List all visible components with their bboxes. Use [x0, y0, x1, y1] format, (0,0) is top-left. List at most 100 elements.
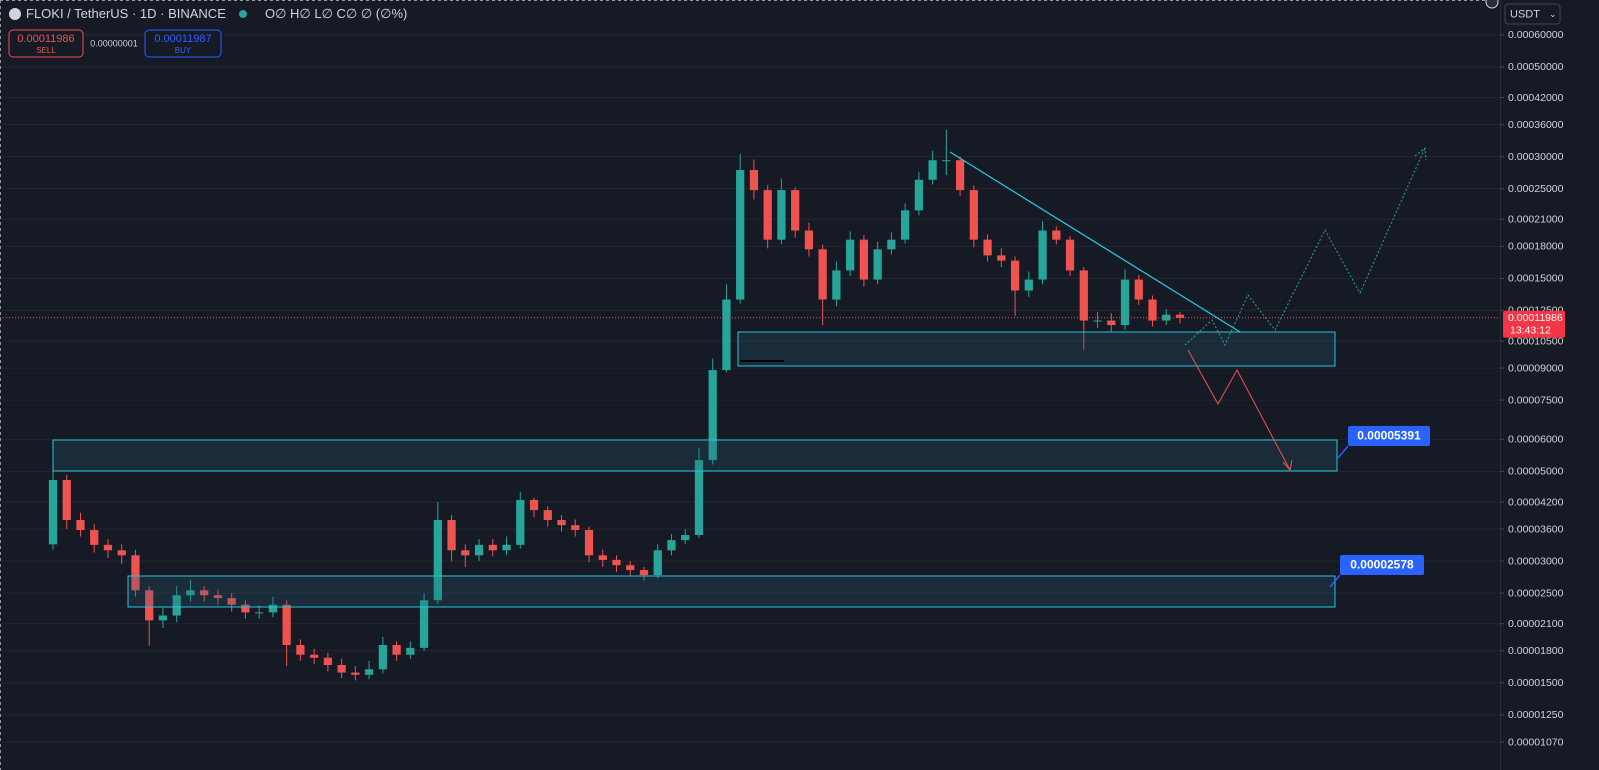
candle-body — [406, 647, 415, 655]
candle-body — [255, 612, 264, 614]
price-tag-price: 0.00011986 — [1508, 312, 1563, 324]
candle-body — [241, 604, 250, 613]
symbol-icon — [9, 8, 21, 20]
candle-body — [1079, 270, 1088, 321]
candle-body — [103, 544, 113, 551]
y-tick-label: 0.00002500 — [1508, 587, 1564, 599]
candle-body — [543, 510, 552, 521]
candle-body — [928, 160, 937, 180]
y-tick-label: 0.00010500 — [1508, 335, 1564, 347]
candle-body — [474, 544, 484, 556]
candle-body — [859, 239, 869, 280]
candle-body — [1120, 279, 1130, 326]
candle-body — [584, 530, 594, 556]
candle-body — [914, 179, 923, 211]
y-tick-label: 0.00021000 — [1508, 214, 1564, 226]
y-tick-label: 0.00060000 — [1508, 29, 1564, 41]
candle-body — [1052, 230, 1061, 240]
candle-body — [268, 604, 278, 613]
sell-button[interactable] — [8, 29, 84, 58]
y-tick-label: 0.00007500 — [1508, 394, 1564, 406]
candle-body — [48, 479, 58, 545]
candle-body — [1162, 314, 1171, 321]
candle-body — [131, 555, 140, 591]
candle-body — [983, 239, 992, 256]
candle-body — [296, 645, 305, 655]
candle-body — [557, 520, 566, 526]
y-tick-label: 0.00025000 — [1508, 183, 1564, 195]
candle-body — [323, 657, 333, 666]
candle-body — [749, 170, 759, 191]
y-tick-label: 0.00005000 — [1508, 466, 1564, 478]
buy-button[interactable] — [144, 29, 222, 58]
candle-body — [1093, 320, 1102, 322]
support-zone — [737, 331, 1336, 367]
candle-body — [626, 565, 635, 571]
candle-body — [818, 249, 827, 300]
y-tick-label: 0.00002100 — [1508, 618, 1564, 630]
candle-body — [364, 669, 374, 675]
add-button[interactable] — [1485, 0, 1499, 9]
candle-body — [653, 550, 662, 576]
candle-body — [516, 499, 525, 545]
candle-body — [1038, 230, 1047, 280]
support-zone — [127, 575, 1336, 608]
candle-body — [969, 190, 978, 240]
y-tick-label: 0.00001070 — [1508, 736, 1564, 748]
candle-body — [282, 604, 291, 646]
candle-body — [667, 540, 676, 551]
callout-label: 0.00002578 — [1350, 558, 1414, 572]
candle-body — [1010, 260, 1020, 291]
candle-body — [955, 160, 965, 191]
sell-price: 0.00011986 — [17, 33, 74, 45]
y-tick-label: 0.00001500 — [1508, 677, 1564, 689]
y-tick-label: 0.00036000 — [1508, 119, 1564, 131]
callout-box — [1340, 555, 1424, 575]
candle-body — [708, 370, 717, 461]
buy-label: BUY — [175, 46, 192, 55]
candle-body — [1065, 239, 1075, 271]
bear-projection — [1187, 349, 1291, 471]
candle-body — [310, 654, 319, 658]
candle-body — [158, 615, 168, 621]
candle-body — [681, 534, 690, 541]
y-tick-label: 0.00009000 — [1508, 362, 1564, 374]
candle-body — [378, 645, 387, 670]
y-tick-label: 0.00003600 — [1508, 523, 1564, 535]
candle-body — [900, 210, 910, 240]
candle-body — [62, 479, 71, 521]
callout-pointer — [1329, 574, 1341, 588]
y-tick-label: 0.00050000 — [1508, 61, 1564, 73]
candle-body — [90, 530, 99, 545]
candle-body — [942, 160, 951, 162]
ohlc-legend: O∅ H∅ L∅ C∅ ∅ (∅%) — [265, 6, 407, 21]
candle-body — [433, 520, 442, 601]
candle-body — [392, 645, 401, 655]
candle-body — [461, 550, 470, 556]
y-tick-label: 0.00030000 — [1508, 151, 1564, 163]
currency-select[interactable] — [1504, 3, 1561, 25]
candle-body — [337, 665, 346, 673]
y-tick-label: 0.00001800 — [1508, 645, 1564, 657]
support-zone — [52, 439, 1338, 472]
candle-body — [117, 550, 126, 556]
candles — [0, 129, 1500, 681]
candle-body — [791, 190, 800, 231]
candle-body — [1134, 279, 1143, 300]
candle-body — [529, 499, 539, 511]
symbol-title: FLOKI / TetherUS · 1D · BINANCE — [26, 6, 226, 21]
candle-body — [804, 230, 814, 250]
candle-body — [763, 190, 772, 240]
price-tag-countdown: 13:43:12 — [1510, 325, 1551, 337]
candle-body — [639, 570, 649, 576]
arrow-head — [1282, 459, 1293, 472]
candle-body — [488, 544, 497, 551]
candle-body — [351, 672, 360, 675]
y-tick-label: 0.00001250 — [1508, 709, 1564, 721]
candle-body — [846, 239, 855, 271]
candle-body — [502, 544, 511, 551]
sell-label: SELL — [36, 46, 56, 55]
